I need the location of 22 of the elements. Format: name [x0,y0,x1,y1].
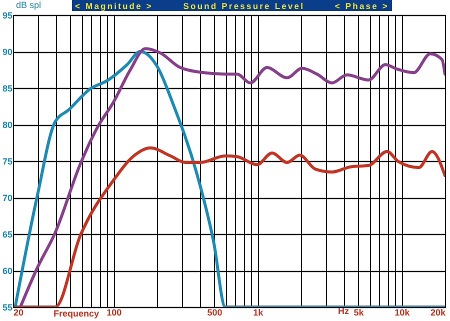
annotation: Hz [338,306,349,316]
x-tick-label: 500 [207,308,222,318]
x-tick-label: 20k [430,308,446,318]
chart-title: Sound Pressure Level [183,0,305,10]
x-axis-title: Frequency [54,308,100,318]
y-tick-label: 55 [2,302,12,312]
y-tick-label: 90 [2,47,12,57]
x-tick-label: 1k [253,308,264,318]
x-tick-label: 5k [354,308,365,318]
y-axis-title: dB spl [16,0,42,10]
x-tick-label: 20 [14,308,24,318]
y-tick-label: 65 [2,230,12,240]
y-tick-label: 60 [2,266,12,276]
x-tick-label: 10k [394,308,411,318]
x-tick-label: 100 [106,308,122,318]
y-tick-label: 95 [2,10,12,20]
y-tick-label: 70 [2,193,12,203]
y-tick-label: 85 [2,84,12,94]
y-tick-label: 75 [2,156,12,166]
text: < Magnitude > [75,0,153,10]
y-tick-label: 80 [2,120,12,130]
text: < Phase > [334,0,389,10]
